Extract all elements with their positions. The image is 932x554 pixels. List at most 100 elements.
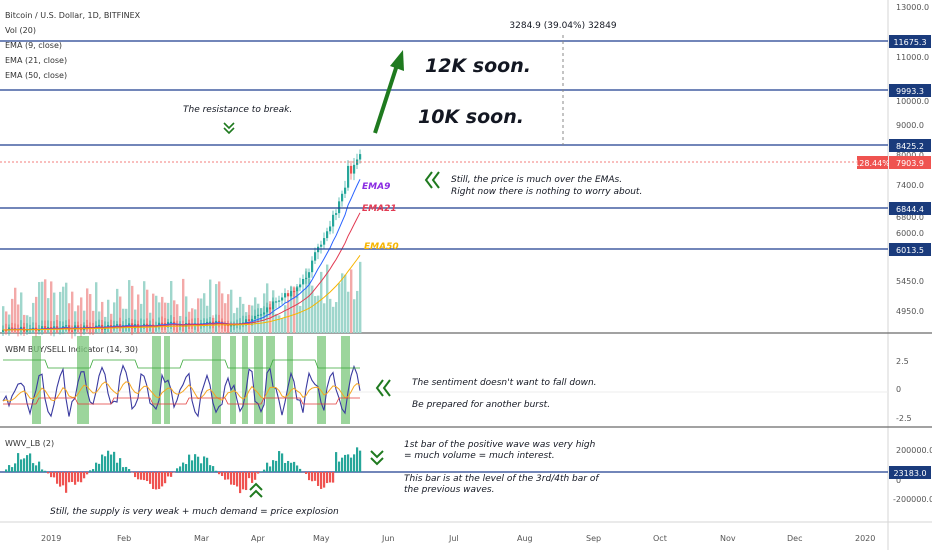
wave-bar	[281, 453, 283, 472]
wave-bar	[107, 451, 109, 472]
wave-bar	[113, 452, 115, 472]
candle-body	[266, 307, 268, 312]
price-level-badge: 8425.2	[896, 142, 924, 151]
wave-bar	[167, 472, 169, 476]
time-tick: Oct	[653, 534, 667, 543]
wave-bar	[227, 472, 229, 479]
wave-bar	[338, 462, 340, 472]
volume-bar	[359, 262, 361, 333]
volume-bar	[308, 278, 310, 333]
price-tick: 9000.0	[896, 121, 924, 130]
wave-bar	[317, 472, 319, 486]
wave-bar	[248, 472, 250, 478]
candle-body	[308, 272, 310, 278]
wave-bar	[41, 469, 43, 472]
price-tick: 6000.0	[896, 229, 924, 238]
candle-body	[170, 322, 172, 323]
wave-bar	[71, 472, 73, 482]
wave-bar	[65, 472, 67, 493]
candle-body	[338, 201, 340, 213]
wave-bar	[278, 451, 280, 472]
indicator2-title: WWV_LB (2)	[5, 439, 54, 448]
volume-note-line-1: 1st bar of the positive wave was very hi…	[404, 440, 596, 450]
candle-body	[350, 166, 352, 174]
wave-bar	[194, 454, 196, 472]
indicator1-tick: 2.5	[896, 357, 909, 366]
candle-body	[326, 231, 328, 238]
candle-body	[332, 215, 334, 227]
wave-bar	[242, 472, 244, 489]
chart-background	[0, 0, 888, 550]
candle-body	[107, 325, 109, 326]
wave-bar	[158, 472, 160, 489]
volume-bar	[353, 299, 355, 333]
candle-body	[293, 291, 295, 292]
indicator1-title: WBM BUY/SELL Indicator (14, 30)	[5, 345, 138, 354]
wave-bar	[134, 472, 136, 477]
candle-body	[263, 312, 265, 314]
time-tick: Jun	[381, 534, 395, 543]
resistance-annotation: The resistance to break.	[183, 105, 292, 115]
wave-bar	[287, 461, 289, 472]
price-level-badge: 11675.3	[893, 38, 926, 47]
wave-bar	[257, 472, 259, 474]
price-level-badge: 6013.5	[896, 246, 924, 255]
volume-bar	[275, 314, 277, 333]
price-level-badge: 9993.3	[896, 87, 924, 96]
indicator1-tick: -2.5	[896, 414, 912, 423]
wave-bar	[11, 467, 13, 472]
wave-bar	[59, 472, 61, 487]
legend-ema21: EMA (21, close)	[5, 56, 67, 65]
wave-bar	[20, 459, 22, 472]
wave-bar	[233, 472, 235, 485]
candle-body	[116, 324, 118, 325]
candle-body	[347, 166, 349, 188]
candle-body	[323, 238, 325, 245]
volume-bar	[278, 315, 280, 333]
wave-bar	[137, 472, 139, 479]
wave-bar	[263, 470, 265, 472]
wave-bar	[53, 472, 55, 477]
candle-body	[353, 165, 355, 174]
wave-bar	[17, 453, 19, 472]
wave-bar	[146, 472, 148, 481]
volume-bar	[347, 292, 349, 333]
volume-bar	[332, 307, 334, 333]
candle-body	[161, 323, 163, 324]
candle-body	[71, 330, 73, 331]
wave-bar	[77, 472, 79, 482]
volume-note-line-2: = much volume = much interest.	[404, 451, 555, 461]
wave-bar	[269, 466, 271, 472]
wave-bar	[212, 466, 214, 472]
wave-bar	[80, 472, 82, 482]
wave-bar	[95, 463, 97, 472]
time-tick: 2020	[855, 534, 875, 543]
price-tick: 13000.0	[896, 3, 929, 12]
wave-bar	[68, 472, 70, 482]
volume-bar	[167, 303, 169, 333]
candle-body	[254, 316, 256, 319]
candle-body	[77, 325, 79, 327]
wave-bar	[293, 462, 295, 472]
wave-bar	[305, 472, 307, 474]
legend-ema50: EMA (50, close)	[5, 71, 67, 80]
wave-bar	[296, 465, 298, 472]
price-tick: 5450.0	[896, 277, 924, 286]
wave-bar	[26, 455, 28, 472]
volume-bar	[284, 305, 286, 333]
wave-bar	[140, 472, 142, 480]
wave-bar	[29, 453, 31, 472]
wave-bar	[5, 469, 7, 472]
wave-bar	[203, 456, 205, 472]
wave-bar	[215, 471, 217, 472]
candle-body	[284, 293, 286, 297]
price-tick: 7400.0	[896, 181, 924, 190]
wave-bar	[251, 472, 253, 483]
wave-bar	[161, 472, 163, 486]
wave-bar	[74, 472, 76, 485]
wave-bar	[275, 461, 277, 472]
candle-body	[269, 307, 271, 309]
candle-body	[335, 213, 337, 215]
wave-bar	[284, 463, 286, 472]
